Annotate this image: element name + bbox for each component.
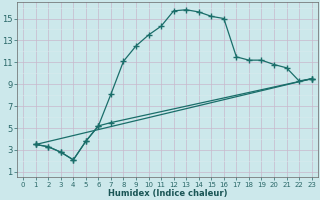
X-axis label: Humidex (Indice chaleur): Humidex (Indice chaleur) <box>108 189 227 198</box>
